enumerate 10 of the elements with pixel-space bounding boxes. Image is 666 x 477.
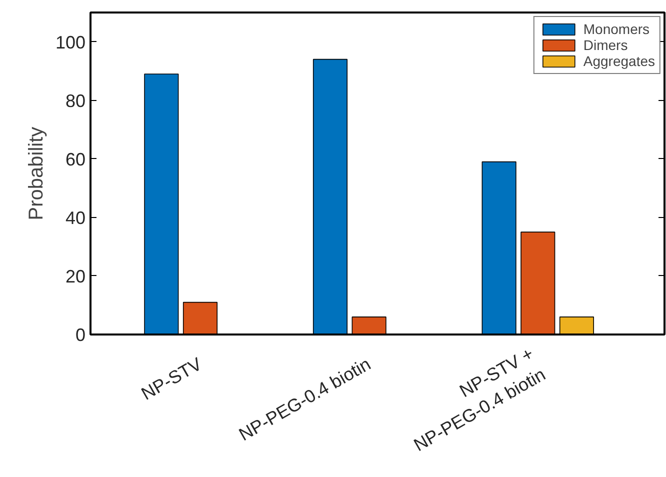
y-tick-label: 40 bbox=[65, 208, 86, 228]
y-tick-label: 80 bbox=[65, 90, 86, 111]
y-tick-label: 0 bbox=[75, 325, 86, 345]
legend-label: Dimers bbox=[583, 37, 628, 53]
y-tick-label: 60 bbox=[65, 149, 86, 170]
y-tick-label: 20 bbox=[65, 266, 86, 286]
legend-label: Monomers bbox=[583, 21, 650, 37]
y-tick-label: 100 bbox=[55, 32, 86, 52]
legend-label: Aggregates bbox=[583, 53, 655, 69]
y-axis-title: Probability bbox=[25, 126, 48, 220]
